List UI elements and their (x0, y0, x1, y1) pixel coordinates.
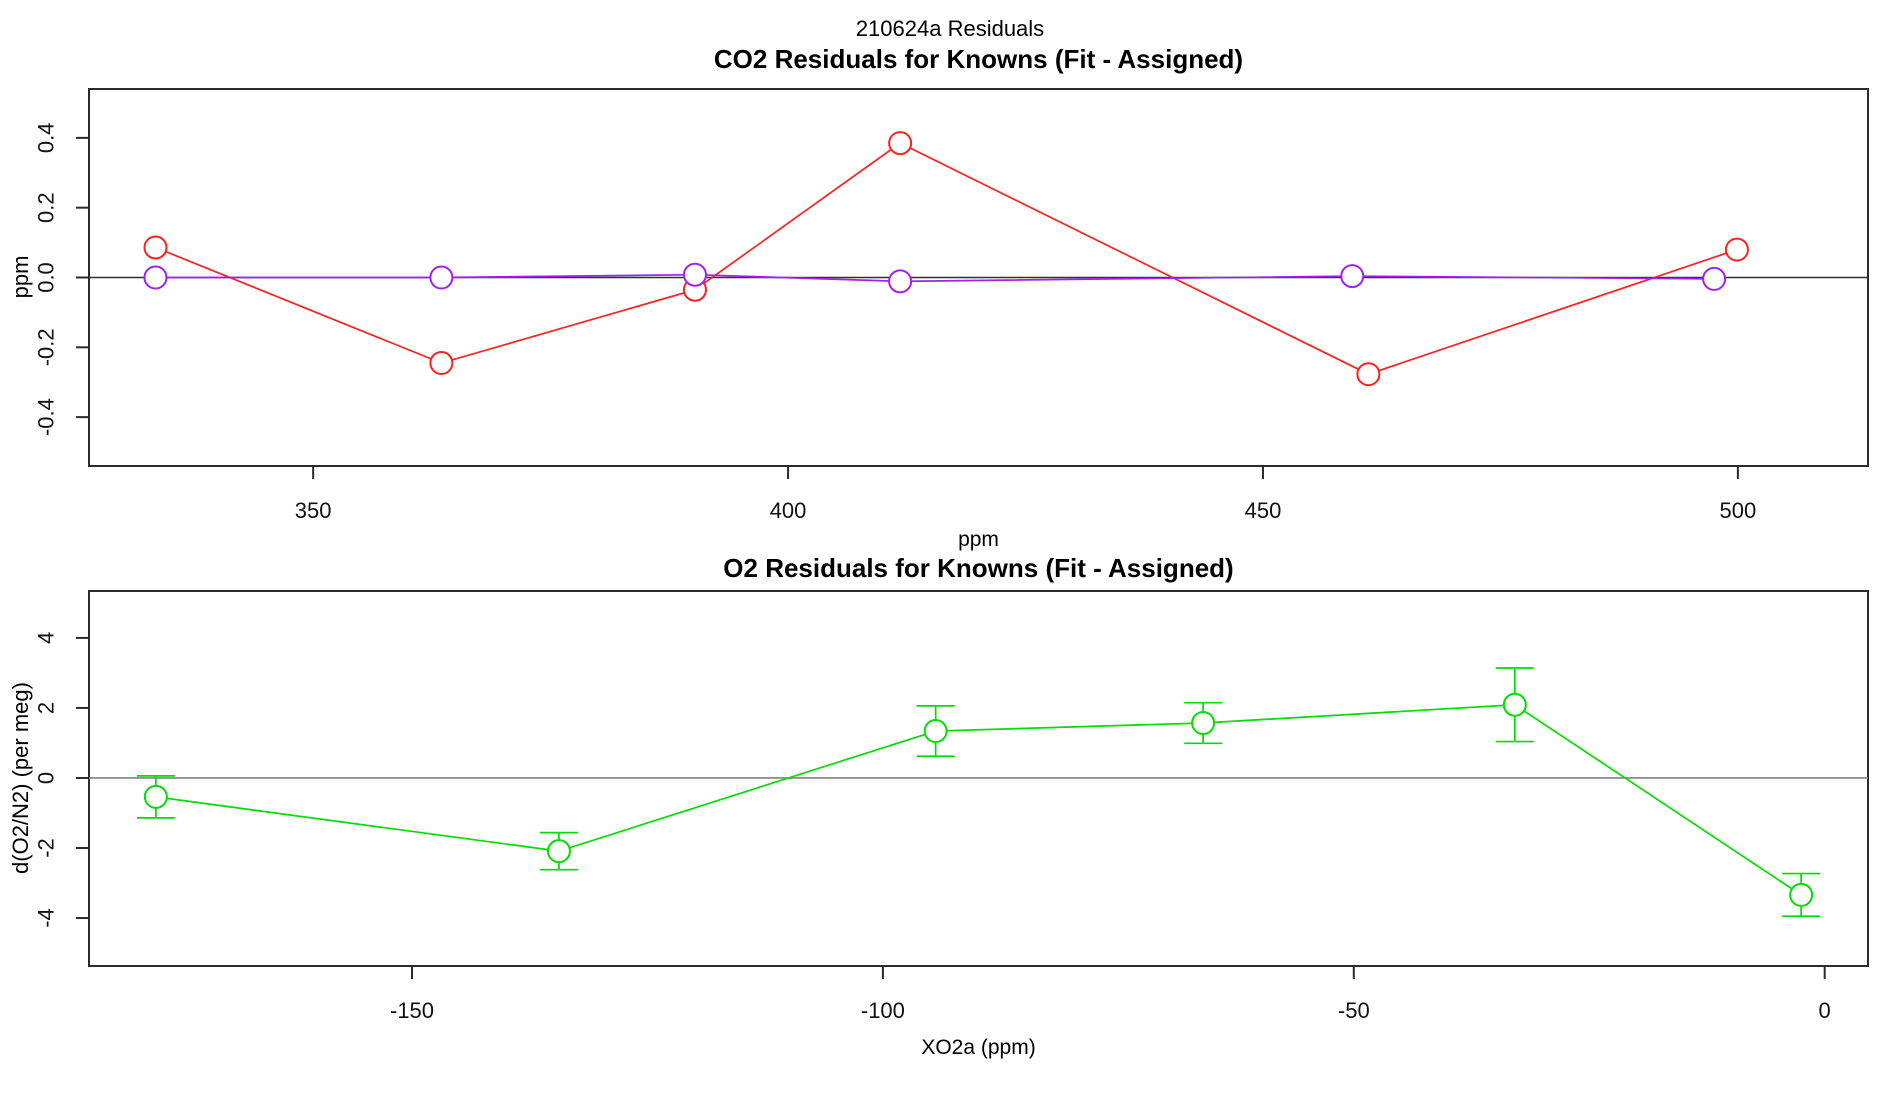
y-tick-label: 0.4 (34, 123, 59, 154)
y-tick-label: -0.4 (34, 398, 59, 436)
x-tick-label: 500 (1720, 498, 1757, 523)
o2-yaxis-label: d(O2/N2) (per meg) (8, 682, 33, 874)
series-line-o2-residual-green (155, 703, 1802, 896)
page-title: 210624a Residuals (855, 16, 1045, 41)
o2-chart-title: O2 Residuals for Knowns (Fit - Assigned) (723, 553, 1234, 583)
y-tick-label: -4 (34, 908, 59, 928)
x-tick-label: 400 (770, 498, 807, 523)
data-point-o2-residual-green (143, 784, 168, 809)
x-tick-label: -100 (861, 998, 905, 1023)
y-tick-label: 2 (34, 702, 59, 714)
data-point-co2-residual-purple (429, 265, 454, 290)
data-point-co2-residual-red (888, 131, 913, 156)
data-point-o2-residual-green (1789, 882, 1814, 907)
x-tick-label: -150 (390, 998, 434, 1023)
x-tick-label: 0 (1819, 998, 1831, 1023)
data-point-co2-residual-purple (682, 262, 707, 287)
x-tick-label: 350 (295, 498, 332, 523)
data-point-co2-residual-red (429, 351, 454, 376)
co2-xaxis-label: ppm (958, 528, 999, 551)
y-tick-label: 0.2 (34, 192, 59, 223)
data-point-co2-residual-purple (888, 269, 913, 294)
data-point-co2-residual-purple (1340, 264, 1365, 289)
data-point-o2-residual-green (546, 839, 571, 864)
data-point-co2-residual-red (143, 235, 168, 260)
data-point-o2-residual-green (923, 719, 948, 744)
data-point-co2-residual-purple (1702, 266, 1727, 291)
data-point-o2-residual-green (1191, 711, 1216, 736)
series-line-co2-residual-red (155, 142, 1738, 376)
y-tick-label: 4 (34, 632, 59, 644)
data-point-o2-residual-green (1502, 692, 1527, 717)
co2-chart-title: CO2 Residuals for Knowns (Fit - Assigned… (713, 44, 1244, 74)
o2-xaxis-label: XO2a (ppm) (921, 1036, 1036, 1059)
y-tick-label: 0.0 (34, 262, 59, 293)
data-point-co2-residual-red (1356, 362, 1381, 387)
data-point-co2-residual-red (1724, 237, 1749, 262)
series-line-co2-residual-purple (155, 273, 1715, 283)
co2-yaxis-label: ppm (8, 255, 33, 299)
y-tick-label: -2 (34, 838, 59, 858)
y-tick-label: 0 (34, 772, 59, 784)
y-tick-label: -0.2 (34, 328, 59, 366)
data-point-co2-residual-purple (143, 265, 168, 290)
x-tick-label: -50 (1338, 998, 1370, 1023)
x-tick-label: 450 (1245, 498, 1282, 523)
